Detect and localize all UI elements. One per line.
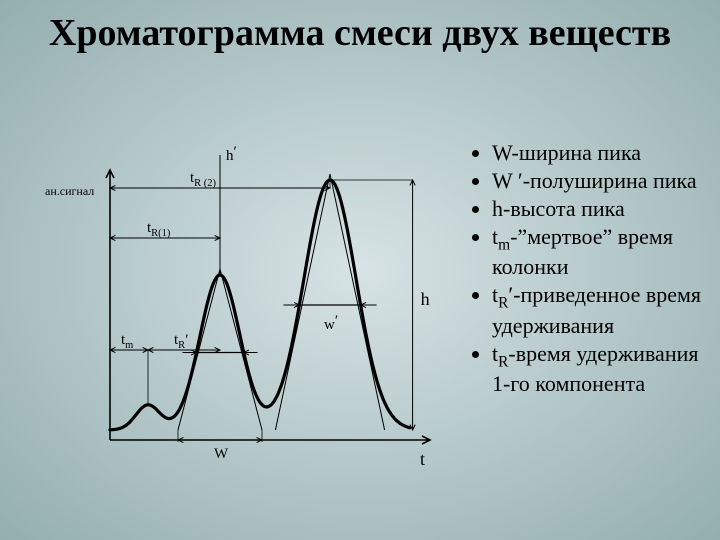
legend-list: W-ширина пикаW ′-полуширина пикаh-высота… — [470, 140, 705, 399]
legend-item: tR′-приведенное время удерживания — [492, 282, 705, 338]
svg-text:h: h — [421, 289, 430, 309]
svg-text:tm: tm — [121, 332, 133, 351]
chromatogram-svg: ан.сигнал t h′ tR (2) tR(1) tm tR′ w′ h W — [40, 140, 440, 470]
legend-item: tm-”мертвое” время колонки — [492, 224, 705, 280]
svg-text:ан.сигнал: ан.сигнал — [45, 184, 94, 198]
chromatogram-diagram: ан.сигнал t h′ tR (2) tR(1) tm tR′ w′ h W — [40, 140, 440, 470]
legend-item: h-высота пика — [492, 196, 705, 222]
svg-text:w′: w′ — [324, 313, 338, 333]
legend-item: tR-время удерживания 1-го компонента — [492, 341, 705, 397]
svg-text:tR(1): tR(1) — [147, 220, 171, 239]
svg-text:tR′: tR′ — [174, 332, 188, 351]
svg-text:tR (2): tR (2) — [190, 170, 217, 189]
slide-title: Хроматограмма смеси двух веществ — [0, 12, 720, 56]
svg-text:t: t — [420, 449, 425, 469]
svg-text:W: W — [214, 446, 229, 462]
slide: Хроматограмма смеси двух веществ ан.сигн… — [0, 0, 720, 540]
svg-text:h′: h′ — [226, 144, 237, 164]
legend-item: W ′-полуширина пика — [492, 168, 705, 194]
legend-item: W-ширина пика — [492, 140, 705, 166]
